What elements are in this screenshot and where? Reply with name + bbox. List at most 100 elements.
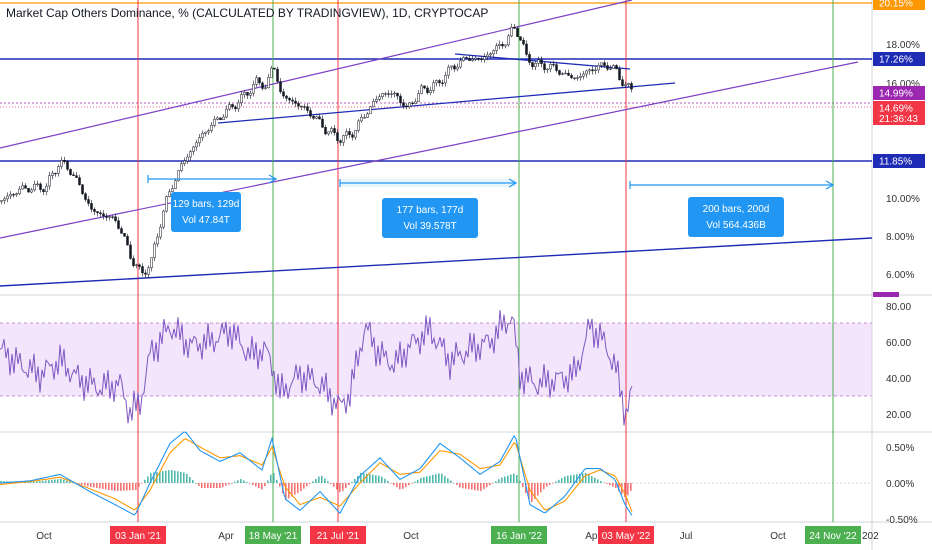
measure-label-volume: Vol 47.84T [182,215,230,226]
macd-histogram-bar [342,483,344,492]
candle-body [189,151,192,158]
candle-body [231,104,234,108]
candle-body [48,175,51,187]
candle-body [162,210,165,228]
candle-body [441,82,444,84]
candle-body [66,161,69,170]
macd-histogram-bar [333,483,335,487]
candle-body [519,36,522,41]
macd-histogram-bar [132,483,134,491]
macd-histogram-bar [327,481,329,483]
candle-body [531,62,534,68]
candle-body [18,188,21,195]
candle-body [390,93,393,95]
candle-body [438,80,441,84]
candle-body [330,128,333,133]
candle-body [429,90,432,93]
macd-histogram-bar [189,476,191,483]
rsi-axis-label: 20.00 [886,410,911,421]
candle-body [78,177,81,185]
candle-body [555,64,558,71]
candle-body [297,103,300,107]
measure-label-bars: 200 bars, 200d [703,204,770,215]
candle-body [69,168,72,175]
macd-histogram-bar [378,475,380,483]
macd-histogram-bar [123,483,125,491]
candle-body [120,228,123,234]
macd-histogram-bar [501,477,503,483]
candle-body [507,35,510,46]
candle-body [213,119,216,126]
date-badge [310,526,366,544]
candle-body [498,43,501,47]
macd-axis-label: 0.00% [886,479,914,490]
candle-body [153,243,156,258]
macd-histogram-bar [534,483,536,499]
candle-body [582,73,585,77]
macd-histogram-bar [120,483,122,491]
candle-body [489,53,492,56]
macd-histogram-bar [90,483,92,488]
price-badge-label: 11.85% [879,157,912,168]
candle-body [405,105,408,108]
macd-histogram-bar [510,474,512,483]
candle-body [411,102,414,104]
candle-body [252,83,255,94]
candle-body [96,211,99,214]
candle-body [99,212,102,215]
macd-histogram-bar [114,483,116,491]
macd-histogram-bar [195,483,197,484]
candle-body [138,264,141,267]
candle-body [450,65,453,68]
macd-histogram-bar [528,483,530,500]
candle-body [192,146,195,152]
candle-body [459,60,462,68]
macd-axis-label: 0.50% [886,443,914,454]
candle-body [282,91,285,97]
macd-histogram-bar [567,475,569,483]
macd-histogram-bar [540,483,542,493]
macd-histogram-bar [522,483,524,488]
candle-body [477,57,480,60]
candle-body [198,137,201,144]
macd-histogram-bar [351,481,353,483]
macd-histogram-bar [216,483,218,489]
candle-body [588,69,591,72]
candle-body [474,57,477,60]
macd-histogram-bar [219,483,221,489]
candle-body [234,106,237,110]
macd-histogram-bar [414,481,416,483]
macd-histogram-bar [603,482,605,483]
macd-histogram-bar [318,476,320,483]
macd-histogram-bar [66,480,68,483]
candle-body [39,183,42,190]
date-badge-label: 21 Jul '21 [317,531,360,542]
macd-histogram-bar [417,479,419,483]
measure-arrow-head [508,178,518,188]
macd-histogram-bar [597,479,599,483]
macd-histogram-bar [129,483,131,491]
macd-histogram-bar [426,476,428,483]
macd-histogram-bar [369,474,371,483]
candle-body [174,180,177,189]
macd-histogram-bar [243,480,245,483]
candle-body [3,198,6,201]
candle-body [483,56,486,60]
macd-histogram-bar [162,471,164,483]
candle-body [552,63,555,66]
macd-histogram-bar [144,479,146,483]
candle-body [216,117,219,120]
macd-histogram-bar [489,483,491,486]
macd-histogram-bar [78,483,80,484]
macd-histogram-bar [585,472,587,483]
time-axis-label: Oct [36,531,52,542]
measure-arrow-head [268,174,278,184]
candle-body [576,77,579,79]
macd-histogram-bar [483,483,485,490]
candle-body [609,68,612,70]
macd-histogram-bar [171,470,173,483]
candle-body [336,132,339,141]
macd-histogram-bar [402,483,404,489]
time-axis-label: Apr [585,531,601,542]
